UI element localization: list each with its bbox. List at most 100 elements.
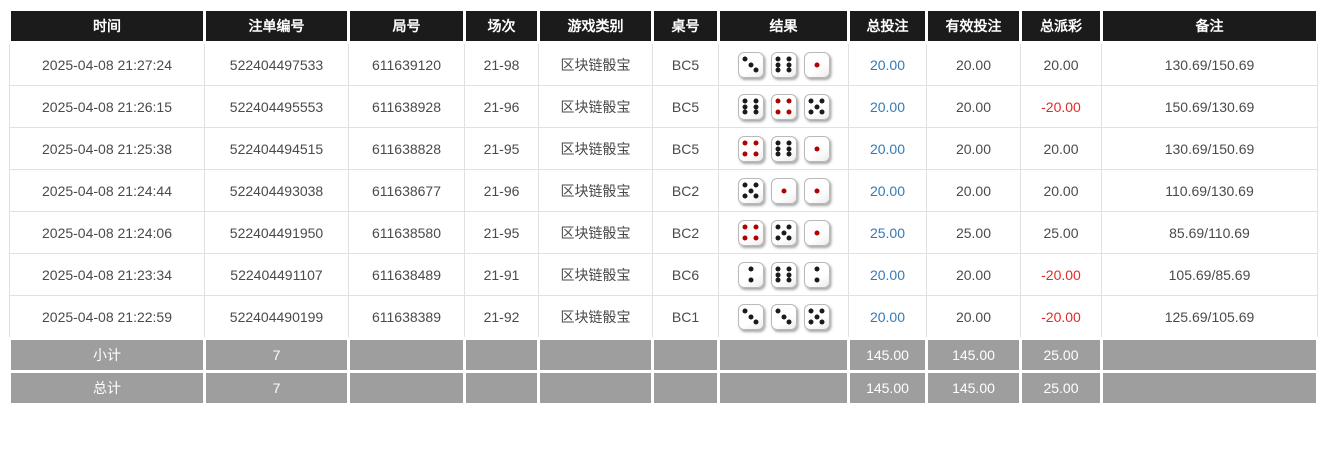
- die-3: [737, 51, 764, 78]
- cell-time: 2025-04-08 21:26:15: [9, 85, 205, 128]
- column-header-remark: 备注: [1100, 8, 1319, 44]
- column-header-total_payout: 总派彩: [1019, 8, 1103, 44]
- cell-round_id: 611638580: [348, 211, 465, 254]
- cell-valid_bet: 20.00: [926, 42, 1021, 86]
- cell-round_id: 611638489: [348, 253, 465, 296]
- cell-table_no: BC5: [652, 85, 719, 128]
- footer-cell-table_no: [651, 337, 720, 373]
- footer-cell-total_payout: 25.00: [1019, 337, 1103, 373]
- die-6: [770, 51, 797, 78]
- footer-cell-game_type: [537, 370, 654, 406]
- red-pip: [742, 235, 748, 241]
- red-pip: [781, 188, 786, 193]
- footer-cell-total_payout: 25.00: [1019, 370, 1103, 406]
- black-pip: [742, 193, 748, 199]
- black-pip: [742, 98, 748, 104]
- footer-cell-valid_bet: 145.00: [925, 337, 1022, 373]
- die-5: [803, 93, 830, 120]
- cell-game_type: 区块链骰宝: [538, 127, 653, 170]
- die-6: [770, 261, 797, 288]
- black-pip: [814, 266, 819, 272]
- footer-cell-remark: [1100, 370, 1319, 406]
- black-pip: [775, 235, 781, 241]
- cell-total_bet[interactable]: 25.00: [848, 211, 927, 254]
- result-dice-cell: [718, 85, 849, 128]
- cell-total_bet[interactable]: 20.00: [848, 127, 927, 170]
- red-pip: [742, 140, 748, 146]
- cell-valid_bet: 25.00: [926, 211, 1021, 254]
- footer-cell-total_bet: 145.00: [847, 337, 928, 373]
- column-header-result: 结果: [717, 8, 850, 44]
- black-pip: [742, 104, 748, 109]
- cell-table_no: BC5: [652, 127, 719, 170]
- table-row: 2025-04-08 21:25:38 522404494515 611638828…: [9, 127, 1318, 170]
- cell-valid_bet: 20.00: [926, 295, 1021, 339]
- cell-game_type: 区块链骰宝: [538, 85, 653, 128]
- red-pip: [814, 62, 819, 67]
- cell-valid_bet: 20.00: [926, 127, 1021, 170]
- cell-game_type: 区块链骰宝: [538, 295, 653, 339]
- footer-cell-time: 小计: [8, 337, 206, 373]
- black-pip: [775, 224, 781, 230]
- cell-total_bet[interactable]: 20.00: [848, 169, 927, 212]
- black-pip: [742, 182, 748, 188]
- black-pip: [808, 308, 814, 314]
- black-pip: [775, 266, 781, 272]
- black-pip: [786, 67, 792, 73]
- footer-cell-result: [717, 337, 850, 373]
- table-footer: 小计 7 145.00 145.00 25.00 总计 7 145.00 145.00 25.00: [8, 337, 1319, 406]
- die-2: [803, 261, 830, 288]
- cell-remark: 110.69/130.69: [1101, 169, 1318, 212]
- cell-table_no: BC6: [652, 253, 719, 296]
- cell-bet_id: 522404495553: [204, 85, 349, 128]
- cell-game_type: 区块链骰宝: [538, 169, 653, 212]
- table-header-row: 时间 注单编号 局号 场次 游戏类别 桌号 结果 总投注 有效投注 总派彩 备注: [8, 8, 1319, 44]
- black-pip: [753, 67, 759, 73]
- die-1: [770, 177, 797, 204]
- cell-total_payout: -20.00: [1020, 295, 1102, 339]
- result-dice-cell: [718, 169, 849, 212]
- black-pip: [742, 109, 748, 115]
- cell-total_bet[interactable]: 20.00: [848, 85, 927, 128]
- cell-total_bet[interactable]: 20.00: [848, 42, 927, 86]
- cell-total_bet[interactable]: 20.00: [848, 295, 927, 339]
- cell-bet_id: 522404490199: [204, 295, 349, 339]
- red-pip: [786, 98, 792, 104]
- black-pip: [819, 319, 825, 325]
- grand-total-row: 总计 7 145.00 145.00 25.00: [8, 370, 1319, 406]
- black-pip: [786, 146, 792, 151]
- black-pip: [753, 98, 759, 104]
- black-pip: [775, 62, 781, 67]
- cell-valid_bet: 20.00: [926, 253, 1021, 296]
- die-1: [803, 219, 830, 246]
- footer-cell-remark: [1100, 337, 1319, 373]
- cell-session: 21-92: [464, 295, 539, 339]
- cell-round_id: 611638389: [348, 295, 465, 339]
- cell-total_bet[interactable]: 20.00: [848, 253, 927, 296]
- die-4: [737, 219, 764, 246]
- cell-time: 2025-04-08 21:27:24: [9, 42, 205, 86]
- red-pip: [814, 230, 819, 235]
- cell-round_id: 611638828: [348, 127, 465, 170]
- black-pip: [786, 56, 792, 62]
- red-pip: [814, 146, 819, 151]
- die-5: [737, 177, 764, 204]
- footer-cell-round_id: [347, 370, 466, 406]
- black-pip: [742, 308, 748, 314]
- black-pip: [786, 62, 792, 67]
- table-row: 2025-04-08 21:22:59 522404490199 611638389…: [9, 295, 1318, 339]
- black-pip: [753, 109, 759, 115]
- cell-bet_id: 522404497533: [204, 42, 349, 86]
- die-5: [770, 219, 797, 246]
- black-pip: [786, 140, 792, 146]
- die-5: [803, 303, 830, 330]
- cell-round_id: 611638928: [348, 85, 465, 128]
- black-pip: [748, 188, 753, 193]
- cell-bet_id: 522404491950: [204, 211, 349, 254]
- black-pip: [786, 151, 792, 157]
- footer-cell-result: [717, 370, 850, 406]
- die-1: [803, 51, 830, 78]
- black-pip: [742, 56, 748, 62]
- red-pip: [814, 188, 819, 193]
- cell-bet_id: 522404493038: [204, 169, 349, 212]
